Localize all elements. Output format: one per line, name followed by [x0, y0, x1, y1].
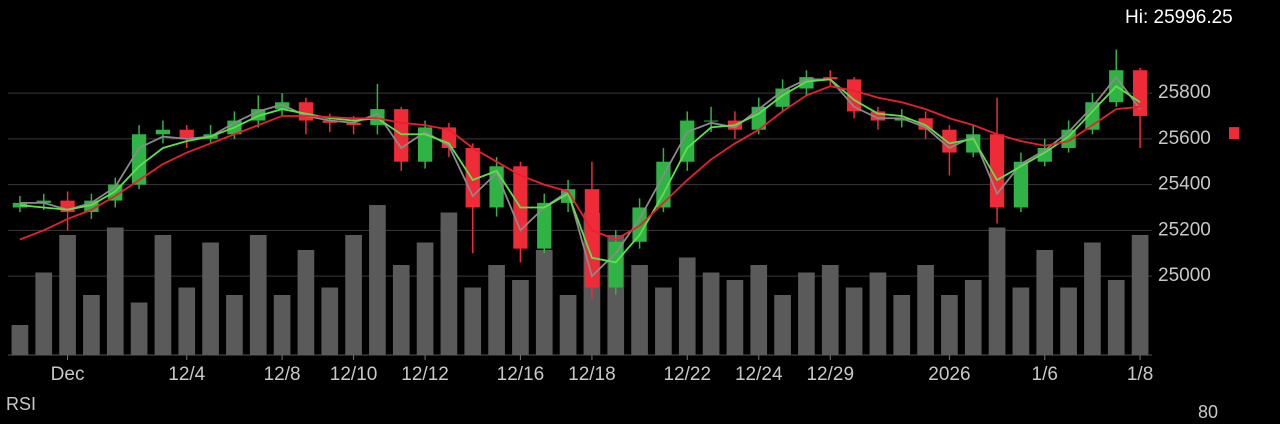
volume-bar: [964, 280, 982, 355]
x-tick-label: 12/4: [168, 364, 205, 385]
x-tick-label: Dec: [51, 364, 85, 385]
candle-body: [322, 120, 337, 123]
high-label: Hi: 25996.25: [1125, 7, 1233, 28]
volume-bar: [130, 302, 148, 355]
volume-bar: [488, 265, 505, 355]
volume-bar: [559, 295, 577, 355]
volume-bar: [369, 205, 386, 355]
volume-bar: [512, 280, 529, 355]
candle-body: [274, 102, 290, 110]
volume-bar: [750, 265, 768, 355]
x-tick-label: 1/8: [1127, 364, 1153, 385]
volume-bar: [321, 287, 339, 355]
volume-bar: [416, 242, 434, 355]
y-tick-label: 25000: [1158, 265, 1211, 286]
candle-body: [894, 118, 909, 121]
volume-bar: [154, 235, 172, 355]
volume-bar: [83, 295, 100, 355]
x-tick-label: 12/29: [806, 364, 854, 385]
x-tick-label: 12/18: [568, 364, 616, 385]
volume-bar: [1107, 280, 1125, 355]
x-tick-label: 12/22: [663, 364, 711, 385]
x-tick-label: 12/24: [735, 364, 783, 385]
candle-body: [537, 202, 552, 249]
candle-body: [942, 129, 957, 153]
volume-bar: [845, 287, 863, 355]
volume-bar: [678, 257, 696, 355]
y-tick-label: 25600: [1158, 128, 1211, 149]
candle-body: [60, 200, 75, 213]
x-tick-label: 12/10: [330, 364, 378, 385]
volume-bar: [1084, 242, 1101, 355]
last-price-marker: [1229, 127, 1239, 140]
volume-bar: [464, 287, 482, 355]
volume-bar: [11, 325, 29, 355]
moving-average: [19, 78, 1141, 264]
volume-bar: [392, 265, 410, 355]
volume-bar: [202, 242, 219, 355]
volume-bar: [917, 265, 934, 355]
volume-bar: [821, 265, 839, 355]
candle-body: [1013, 161, 1029, 208]
volume-bar: [941, 295, 958, 355]
x-tick-label: 12/12: [401, 364, 449, 385]
volume-bar: [774, 295, 791, 355]
y-tick-label: 25800: [1158, 82, 1211, 103]
rsi-title: RSI: [6, 394, 36, 414]
volume-bar: [178, 287, 196, 355]
volume-bar: [226, 295, 243, 355]
moving-average: [19, 85, 1141, 241]
x-tick-label: 12/16: [497, 364, 545, 385]
volume-bar: [869, 272, 887, 355]
volume-bar: [35, 272, 53, 355]
volume-bar: [249, 235, 267, 355]
volume-bar: [726, 280, 744, 355]
volume-bar: [535, 250, 553, 355]
y-tick-label: 25400: [1158, 174, 1211, 195]
volume-bar: [893, 295, 911, 355]
volume-bar: [1012, 287, 1030, 355]
candle-body: [799, 77, 814, 89]
candle-body: [608, 241, 623, 288]
rsi-tick-label: 80: [1198, 402, 1218, 422]
volume-bar: [1060, 287, 1077, 355]
candle-body: [155, 129, 171, 135]
candle-body: [823, 77, 838, 80]
x-tick-label: 2026: [928, 364, 970, 385]
candle-body: [918, 118, 933, 130]
candle-body: [870, 111, 886, 121]
x-tick-label: 12/8: [264, 364, 301, 385]
candle-body: [394, 109, 409, 162]
volume-bar: [1036, 250, 1054, 355]
moving-average: [19, 75, 1141, 278]
volume-bar: [297, 250, 315, 355]
x-tick-label: 1/6: [1032, 364, 1058, 385]
y-tick-label: 25200: [1158, 219, 1211, 240]
volume-bar: [59, 235, 76, 355]
volume-bar: [655, 287, 672, 355]
candle-body: [346, 122, 361, 126]
candle-body: [370, 109, 385, 126]
volume-bar: [631, 265, 648, 355]
volume-bar: [798, 272, 815, 355]
volume-bar: [273, 295, 291, 355]
candle-body: [36, 200, 51, 203]
volume-bar: [345, 235, 362, 355]
volume-bar: [106, 227, 124, 355]
volume-bar: [440, 212, 458, 355]
volume-bar: [702, 272, 720, 355]
volume-bar: [988, 227, 1006, 355]
candle-body: [179, 129, 194, 139]
candle-body: [84, 200, 99, 213]
candle-body: [251, 109, 266, 121]
volume-bar: [1131, 235, 1149, 355]
candle-body: [703, 120, 719, 122]
candle-body: [656, 161, 671, 208]
